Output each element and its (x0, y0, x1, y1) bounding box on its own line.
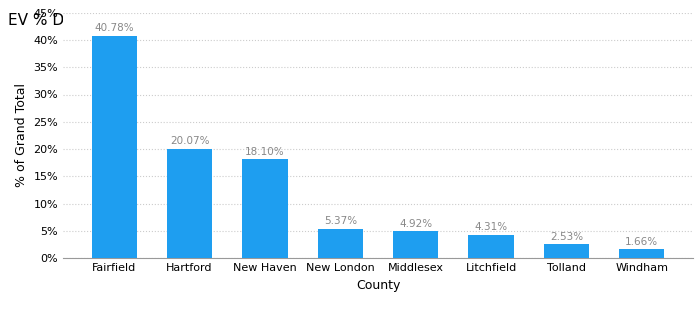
Bar (468, 235, 514, 258)
Text: 18.10%: 18.10% (245, 147, 285, 157)
Bar (619, 249, 664, 258)
X-axis label: County: County (356, 279, 400, 292)
Text: 4.31%: 4.31% (475, 222, 508, 232)
Text: 1.66%: 1.66% (625, 237, 658, 247)
Bar (393, 232, 438, 258)
Bar (318, 229, 363, 258)
Y-axis label: % of Grand Total: % of Grand Total (15, 83, 28, 187)
Bar (92, 36, 137, 258)
Bar (242, 159, 288, 258)
Text: 2.53%: 2.53% (550, 232, 583, 242)
Text: 20.07%: 20.07% (170, 136, 209, 146)
Bar (167, 149, 212, 258)
Text: 4.92%: 4.92% (399, 219, 432, 229)
Bar (544, 244, 589, 258)
Text: 40.78%: 40.78% (94, 23, 134, 33)
Text: EV % Distribution by County July 2020: EV % Distribution by County July 2020 (8, 13, 300, 28)
Text: 5.37%: 5.37% (324, 216, 357, 226)
